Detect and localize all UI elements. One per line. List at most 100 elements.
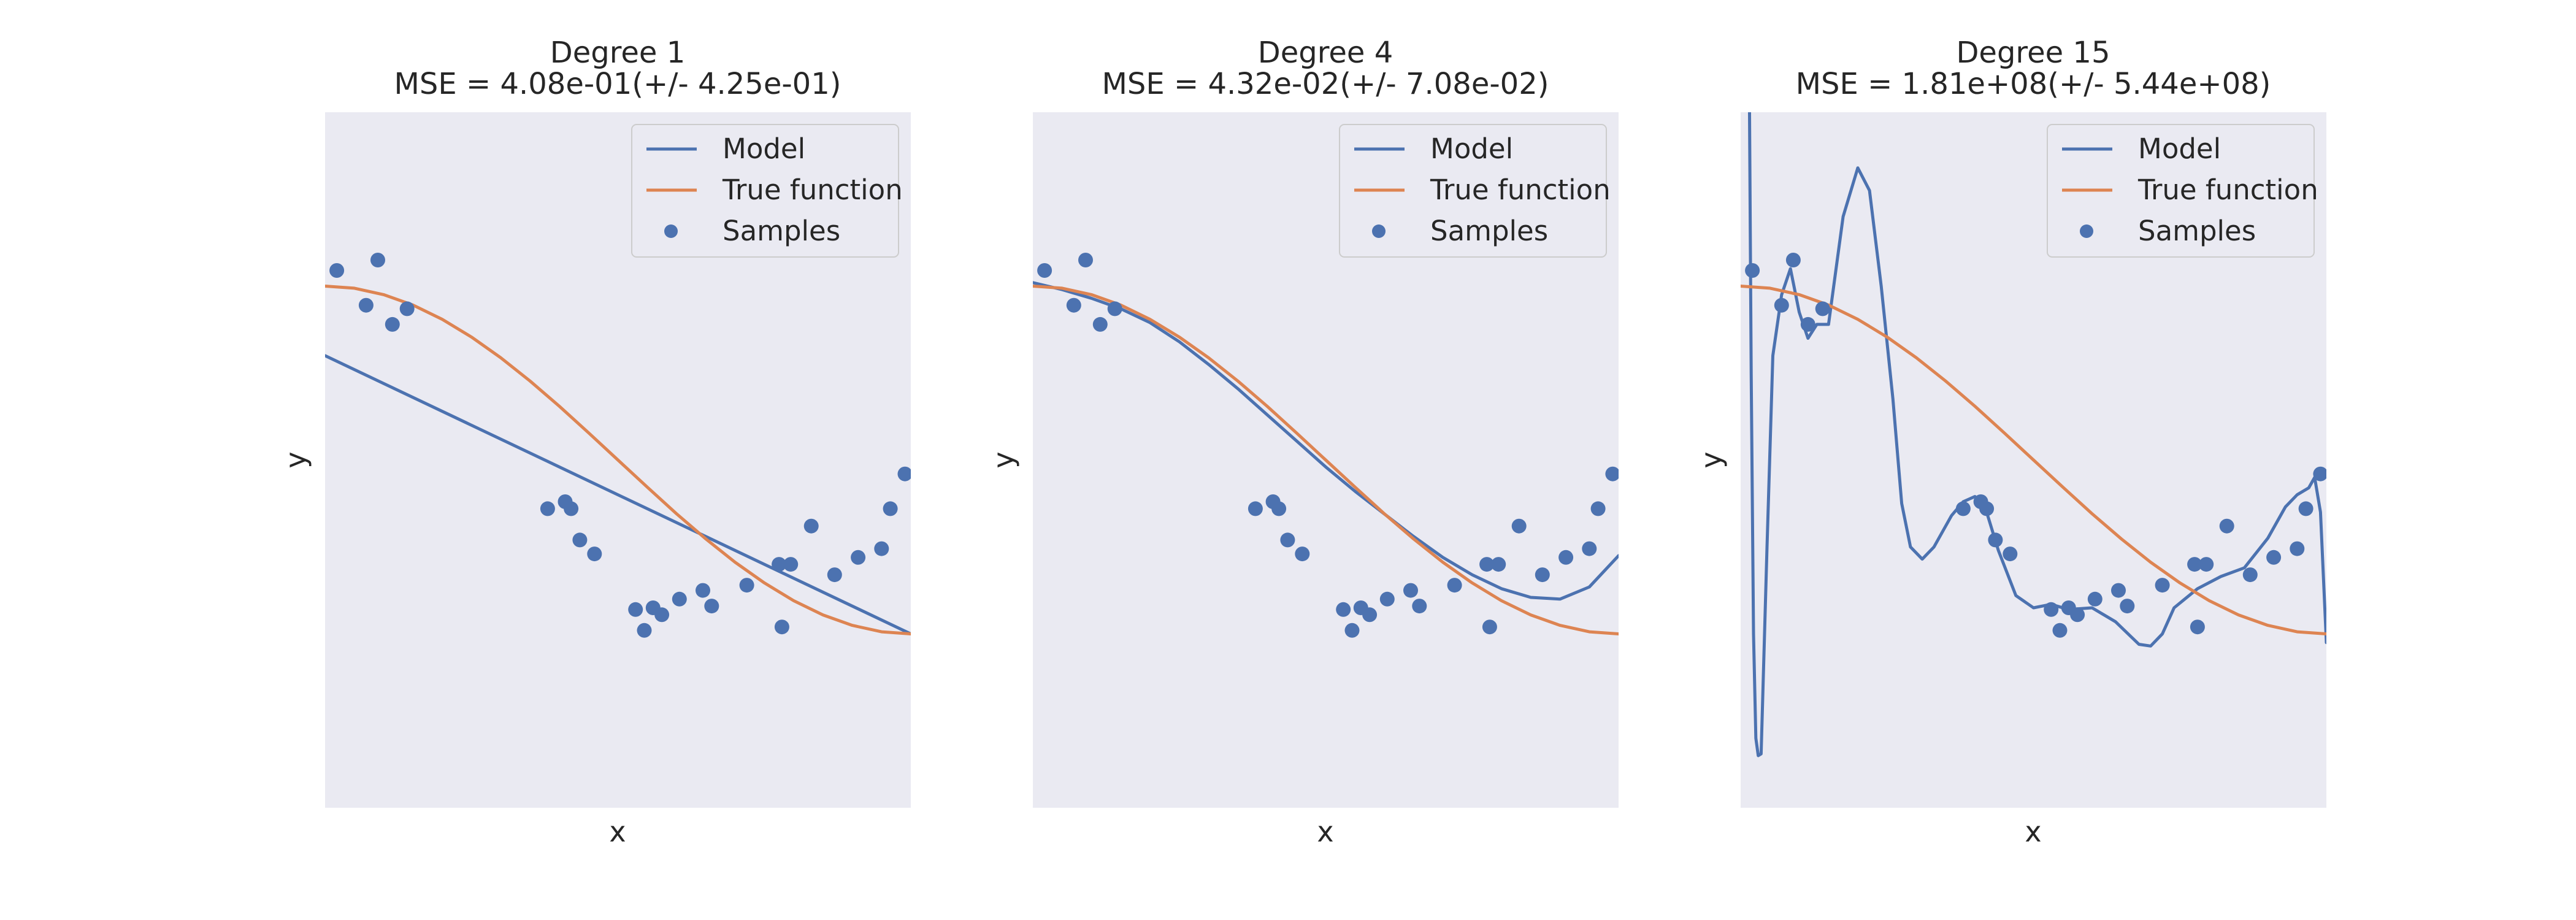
sample-point	[774, 619, 789, 635]
sample-point	[2070, 607, 2085, 623]
sample-point	[2003, 546, 2018, 562]
sample-point	[1988, 532, 2003, 548]
sample-point	[540, 501, 555, 516]
legend-label: Model	[723, 132, 805, 165]
sample-point	[1774, 297, 1789, 313]
sample-point	[1479, 557, 1495, 572]
sample-point	[1037, 263, 1052, 278]
sample-point	[1605, 466, 1619, 481]
sample-point	[2190, 619, 2205, 635]
legend-box	[2047, 124, 2315, 258]
x-axis-label: x	[609, 815, 626, 848]
sample-point	[1295, 546, 1310, 562]
sample-point	[628, 602, 643, 617]
model-line	[1033, 281, 1619, 601]
sample-point	[2087, 591, 2103, 607]
legend-label: True function	[2137, 174, 2318, 206]
legend-box	[631, 124, 899, 258]
sample-point	[851, 550, 866, 565]
true-function-line	[325, 285, 911, 635]
plot-layer	[325, 253, 911, 638]
plot-layer	[1741, 112, 2326, 757]
legend-marker-samples	[1372, 224, 1386, 238]
sample-point	[1066, 297, 1081, 313]
sample-point	[1558, 550, 1574, 565]
legend: Model True function Samples	[2047, 124, 2318, 258]
sample-point	[572, 532, 588, 548]
sample-point	[783, 557, 799, 572]
legend-label: Samples	[2138, 215, 2256, 247]
legend-label: Model	[2138, 132, 2221, 165]
subplot-title-line2: MSE = 4.32e-02(+/- 7.08e-02)	[1102, 67, 1549, 101]
sample-point	[564, 501, 579, 516]
sample-point	[772, 557, 787, 572]
legend-box	[1339, 124, 1607, 258]
sample-point	[2111, 583, 2126, 598]
sample-point	[2044, 602, 2059, 617]
true-function-line	[1741, 285, 2326, 635]
sample-point	[897, 466, 911, 481]
sample-point	[2266, 550, 2282, 565]
sample-point	[1092, 316, 1108, 332]
sample-point	[1511, 518, 1527, 534]
sample-point	[399, 301, 415, 316]
sample-point	[704, 599, 719, 614]
x-axis-label: x	[1317, 815, 1333, 848]
sample-point	[1582, 541, 1597, 556]
legend: Model True function Samples	[631, 124, 903, 258]
sample-point	[803, 518, 819, 534]
sample-point	[2242, 567, 2258, 583]
sample-point	[2187, 557, 2202, 572]
sample-point	[2298, 501, 2313, 516]
true-function-line	[1033, 285, 1619, 635]
sample-point	[1482, 619, 1497, 635]
sample-point	[1745, 263, 1760, 278]
legend-label: Model	[1430, 132, 1513, 165]
subplot-degree-15: Degree 15 MSE = 1.81e+08(+/- 5.44e+08) x…	[1695, 36, 2326, 848]
sample-point	[654, 607, 670, 623]
sample-point	[1280, 532, 1295, 548]
sample-point	[1403, 583, 1418, 598]
sample-point	[883, 501, 898, 516]
sample-point	[1815, 301, 1830, 316]
legend: Model True function Samples	[1339, 124, 1611, 258]
legend-label: True function	[1430, 174, 1611, 206]
legend-marker-samples	[664, 224, 678, 238]
legend-marker-samples	[2080, 224, 2093, 238]
sample-point	[696, 583, 710, 598]
sample-point	[1412, 599, 1427, 614]
subplot-title-line2: MSE = 4.08e-01(+/- 4.25e-01)	[394, 67, 841, 101]
sample-point	[1979, 501, 1995, 516]
sample-point	[1447, 578, 1462, 593]
sample-point	[2199, 557, 2214, 572]
sample-point	[2313, 466, 2326, 481]
sample-point	[1248, 501, 1263, 516]
sample-point	[1078, 253, 1093, 267]
sample-point	[1336, 602, 1351, 617]
sample-point	[329, 263, 345, 278]
model-line	[325, 354, 911, 635]
legend-label: Samples	[1430, 215, 1548, 247]
sample-point	[1107, 301, 1122, 316]
sample-point	[1535, 567, 1550, 583]
sample-point	[1785, 253, 1801, 267]
sample-point	[2155, 578, 2170, 593]
sample-point	[370, 253, 385, 267]
subplot-degree-4: Degree 4 MSE = 4.32e-02(+/- 7.08e-02) x …	[987, 36, 1619, 848]
sample-point	[827, 567, 842, 583]
legend-label: True function	[722, 174, 903, 206]
sample-point	[2120, 599, 2135, 614]
subplot-degree-1: Degree 1 MSE = 4.08e-01(+/- 4.25e-01) x …	[279, 36, 911, 848]
sample-point	[1271, 501, 1287, 516]
x-axis-label: x	[2025, 815, 2041, 848]
subplot-title-line1: Degree 1	[550, 36, 686, 70]
sample-point	[587, 546, 602, 562]
sample-point	[739, 578, 754, 593]
sample-point	[672, 591, 687, 607]
sample-point	[1379, 591, 1395, 607]
sample-point	[1344, 623, 1360, 638]
sample-point	[2219, 518, 2234, 534]
sample-point	[874, 541, 889, 556]
sample-point	[1491, 557, 1506, 572]
